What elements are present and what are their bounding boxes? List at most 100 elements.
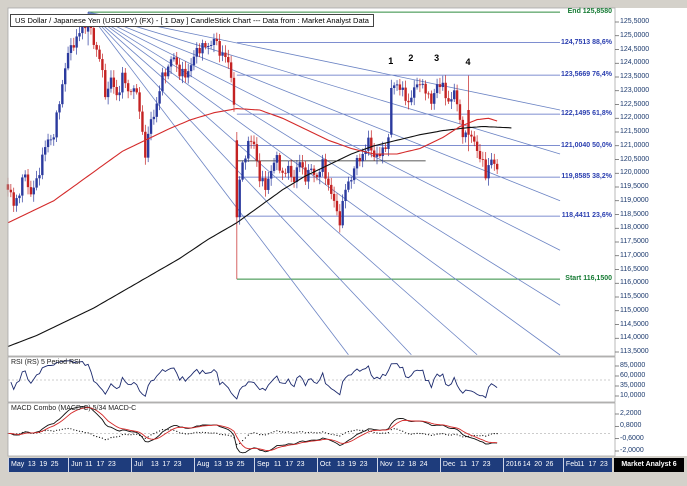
date-axis-day: 25 (50, 461, 59, 468)
date-axis-month: Jul (131, 458, 143, 472)
macd-panel-label: MACD Combo (MACD-C) 5/34 MACD-C (11, 405, 137, 412)
date-axis-day: 13 (150, 461, 159, 468)
date-axis-day: 25 (236, 461, 245, 468)
macd-histogram (7, 427, 498, 445)
price-axis-label: 113,5000 (620, 348, 649, 355)
software-badge: Market Analyst 6 (614, 458, 684, 472)
price-axis-label: 120,0000 (620, 169, 650, 177)
macd-axis-label: -2,0000 (620, 446, 644, 454)
date-axis-month: May (8, 458, 24, 472)
price-axis-label: 121,5000 (620, 128, 650, 135)
peak-annotation: 1 (388, 56, 394, 66)
date-axis-day: 13 (336, 461, 345, 468)
fib-start-label: Start 116,1500 (565, 275, 612, 283)
fib-level-label: 122,1495 61,8% (561, 110, 612, 118)
date-axis-day: 17 (471, 461, 480, 468)
date-axis-day: 19 (39, 461, 48, 468)
fib-level-label: 123,5669 76,4% (561, 71, 612, 79)
price-axis-label: 120,5000 (620, 155, 650, 163)
date-axis-day: 23 (173, 461, 182, 468)
date-axis-day: 19 (225, 461, 234, 468)
chart-title: US Dollar / Japanese Yen (USDJPY) (FX) -… (15, 16, 369, 25)
pane-border (7, 402, 616, 457)
date-axis-day: 11 (85, 461, 93, 468)
price-axis-label: 117,0000 (620, 251, 649, 259)
pane-border (7, 356, 616, 403)
macd-axis-label: -0,6000 (620, 434, 644, 442)
macd-axis-label: 2,2000 (620, 410, 642, 417)
price-pane[interactable] (8, 8, 615, 356)
date-axis-day: 17 (285, 461, 294, 468)
rsi-axis-label: 85,0000 (620, 362, 646, 369)
price-axis-label: 119,0000 (620, 196, 649, 204)
price-axis-label: 122,0000 (620, 114, 650, 122)
date-axis-day: 19 (348, 461, 357, 468)
price-axis-label: 115,0000 (620, 306, 649, 314)
ma-long-line (7, 125, 512, 348)
price-axis-label: 115,5000 (620, 293, 649, 300)
date-axis-day: 18 (408, 461, 417, 468)
date-axis-day: 23 (107, 461, 116, 468)
macd-axis-label: 0,8000 (620, 422, 642, 430)
price-axis-label: 118,0000 (620, 224, 649, 232)
date-axis-day: 14 (522, 461, 531, 468)
rsi-axis-label: 10,0000 (620, 392, 646, 399)
fib-level-label: 121,0040 50,0% (561, 141, 612, 149)
date-axis-day: 11 (577, 461, 585, 468)
price-axis-label: 114,0000 (620, 334, 649, 342)
price-axis-label: 118,5000 (620, 210, 649, 218)
date-axis-day: 20 (534, 461, 542, 468)
price-axis-label: 124,5000 (620, 45, 650, 53)
price-axis-label: 124,0000 (620, 59, 650, 67)
date-axis-day: 24 (419, 461, 428, 468)
peak-annotation: 2 (408, 53, 414, 64)
price-axis-label: 116,5000 (620, 265, 649, 273)
date-axis-month: Jun (68, 458, 82, 472)
price-axis-label: 114,5000 (620, 320, 649, 328)
macd-pane[interactable] (8, 403, 615, 456)
date-axis-day: 11 (273, 461, 282, 468)
fib-level-label: 119,8585 38,2% (561, 173, 612, 181)
date-axis-day: 23 (599, 461, 608, 468)
date-axis-day: 17 (588, 461, 597, 468)
price-axis-label: 123,0000 (620, 86, 650, 94)
fan-trendlines (87, 11, 561, 356)
price-axis-label: 119,5000 (620, 183, 649, 190)
date-axis: May 13 19 25 Jun 11 17 23 Jul 13 17 23 Aug 13 19 25 Sep 1… (8, 458, 612, 472)
price-axis-label: 122,5000 (620, 100, 650, 108)
macd-signal-line (7, 407, 498, 452)
date-axis-month: Aug (193, 458, 209, 472)
price-axis-label: 123,5000 (620, 73, 650, 80)
price-axis-label: 125,5000 (620, 18, 650, 25)
date-axis-day: 12 (396, 461, 405, 468)
peak-annotation: 3 (434, 53, 440, 64)
candlestick-series (6, 12, 499, 280)
date-axis-month: 2016 (502, 458, 521, 472)
fib-level-label: 124,7513 88,6% (561, 38, 612, 46)
chart-title-bar: US Dollar / Japanese Yen (USDJPY) (FX) -… (10, 14, 374, 27)
ma-short-line (7, 108, 498, 224)
date-axis-day: 13 (213, 461, 222, 468)
date-axis-day: 17 (162, 461, 171, 468)
date-axis-day: 23 (482, 461, 491, 468)
axis-ticks (615, 21, 619, 452)
date-axis-day: 26 (545, 461, 554, 468)
rsi-line (10, 360, 498, 400)
date-axis-day: 13 (27, 461, 36, 468)
axis-gutter (615, 8, 687, 456)
price-axis-label: 117,5000 (620, 238, 649, 245)
date-axis-month: Oct (316, 458, 331, 472)
price-axis-label: 116,0000 (620, 279, 649, 287)
rsi-axis-label: 35,0000 (620, 382, 646, 389)
rsi-panel-label: RSI (RS) 5 Period RSI (11, 359, 81, 366)
fib-level-label: 118,4411 23,6% (561, 212, 612, 220)
date-axis-day: 23 (296, 461, 305, 468)
date-axis-month: Sep (254, 458, 269, 472)
rsi-axis-label: 60,0000 (620, 372, 646, 379)
peak-annotation: 4 (465, 57, 471, 68)
date-axis-month: Nov (377, 458, 392, 472)
date-axis-day: 23 (359, 461, 368, 468)
price-axis-label: 121,0000 (620, 141, 650, 149)
